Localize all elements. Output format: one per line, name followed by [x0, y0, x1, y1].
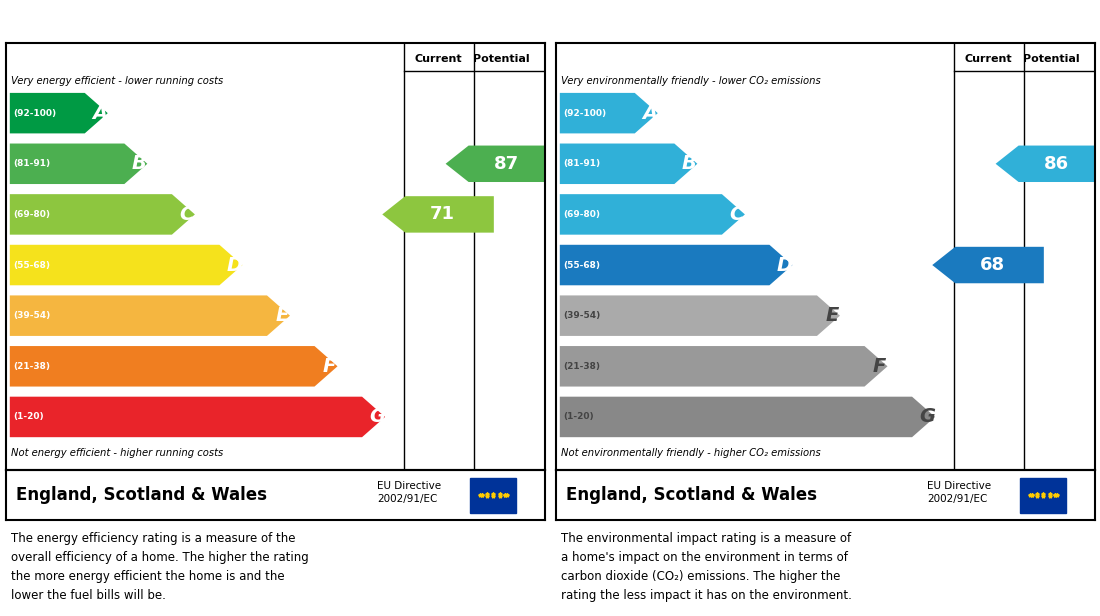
Polygon shape — [10, 296, 290, 336]
Polygon shape — [446, 145, 558, 182]
Text: Energy Efficiency Rating: Energy Efficiency Rating — [13, 12, 283, 31]
Polygon shape — [560, 144, 697, 184]
Polygon shape — [996, 145, 1100, 182]
Text: Current: Current — [965, 54, 1012, 64]
Polygon shape — [933, 247, 1044, 283]
Text: (21-38): (21-38) — [13, 362, 51, 371]
Polygon shape — [560, 194, 745, 235]
Text: A: A — [642, 103, 657, 123]
Text: The energy efficiency rating is a measure of the
overall efficiency of a home. T: The energy efficiency rating is a measur… — [11, 532, 309, 601]
Text: (21-38): (21-38) — [563, 362, 601, 371]
Text: A: A — [92, 103, 107, 123]
FancyBboxPatch shape — [471, 477, 516, 513]
Text: 86: 86 — [1044, 155, 1068, 172]
Text: Very environmentally friendly - lower CO₂ emissions: Very environmentally friendly - lower CO… — [561, 76, 821, 86]
FancyBboxPatch shape — [1021, 477, 1066, 513]
Text: (81-91): (81-91) — [563, 160, 601, 168]
Polygon shape — [560, 397, 935, 437]
Text: (55-68): (55-68) — [563, 261, 601, 270]
Text: 71: 71 — [430, 205, 455, 224]
Text: (69-80): (69-80) — [563, 210, 601, 219]
Text: D: D — [227, 256, 242, 275]
Text: (55-68): (55-68) — [13, 261, 51, 270]
Text: F: F — [872, 357, 887, 376]
Text: Potential: Potential — [473, 54, 530, 64]
Text: F: F — [322, 357, 337, 376]
Polygon shape — [560, 296, 840, 336]
Text: Not energy efficient - higher running costs: Not energy efficient - higher running co… — [11, 448, 223, 458]
Text: D: D — [777, 256, 792, 275]
Text: The environmental impact rating is a measure of
a home's impact on the environme: The environmental impact rating is a mea… — [561, 532, 851, 601]
Polygon shape — [10, 245, 242, 285]
Polygon shape — [10, 346, 338, 387]
Text: (81-91): (81-91) — [13, 160, 51, 168]
Polygon shape — [383, 196, 494, 233]
Text: (69-80): (69-80) — [13, 210, 51, 219]
Text: EU Directive
2002/91/EC: EU Directive 2002/91/EC — [377, 481, 441, 504]
Text: (92-100): (92-100) — [563, 108, 607, 118]
Text: (39-54): (39-54) — [563, 311, 601, 320]
Text: England, Scotland & Wales: England, Scotland & Wales — [16, 486, 267, 504]
Polygon shape — [10, 194, 195, 235]
Text: (92-100): (92-100) — [13, 108, 57, 118]
Text: Environmental Impact (CO$_2$) Rating: Environmental Impact (CO$_2$) Rating — [563, 10, 950, 33]
Text: B: B — [132, 154, 146, 173]
Text: C: C — [179, 205, 194, 224]
Text: Very energy efficient - lower running costs: Very energy efficient - lower running co… — [11, 76, 223, 86]
Text: C: C — [729, 205, 744, 224]
Polygon shape — [560, 93, 658, 134]
Polygon shape — [560, 346, 888, 387]
Polygon shape — [10, 144, 147, 184]
Polygon shape — [10, 397, 385, 437]
Text: G: G — [368, 407, 385, 426]
Text: 68: 68 — [980, 256, 1005, 274]
Text: Current: Current — [415, 54, 462, 64]
Polygon shape — [10, 93, 108, 134]
Text: (1-20): (1-20) — [563, 413, 594, 421]
Text: (39-54): (39-54) — [13, 311, 51, 320]
Text: E: E — [825, 306, 838, 325]
Text: B: B — [682, 154, 696, 173]
Text: 87: 87 — [494, 155, 518, 172]
Text: G: G — [918, 407, 935, 426]
Text: Potential: Potential — [1023, 54, 1080, 64]
Polygon shape — [560, 245, 792, 285]
Text: EU Directive
2002/91/EC: EU Directive 2002/91/EC — [927, 481, 991, 504]
Text: E: E — [275, 306, 288, 325]
Text: England, Scotland & Wales: England, Scotland & Wales — [566, 486, 817, 504]
Text: Not environmentally friendly - higher CO₂ emissions: Not environmentally friendly - higher CO… — [561, 448, 821, 458]
Text: (1-20): (1-20) — [13, 413, 44, 421]
